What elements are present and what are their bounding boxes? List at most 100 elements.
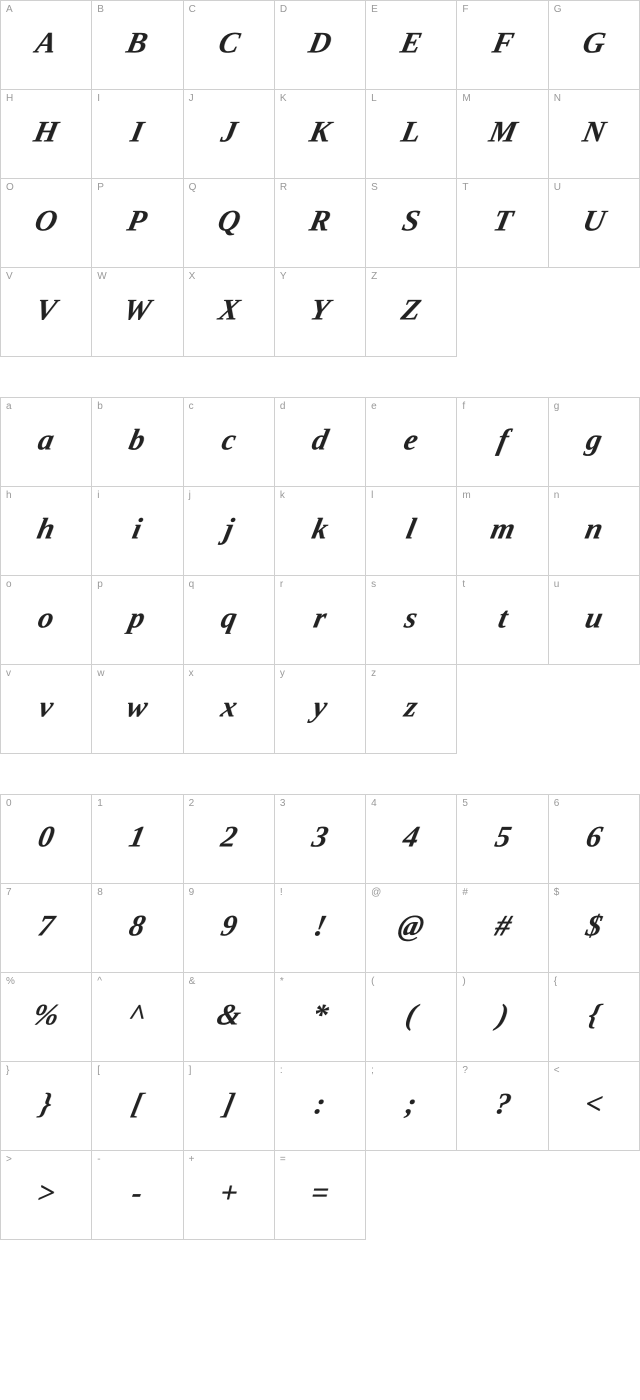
glyph-display: 1 [126, 820, 148, 854]
glyph-display: } [37, 1087, 55, 1121]
glyph-cell: PP [92, 179, 183, 268]
glyph-cell: 22 [184, 795, 275, 884]
glyph-cell: << [549, 1062, 640, 1151]
glyph-cell: -- [92, 1151, 183, 1240]
glyph-display: x [218, 690, 240, 724]
glyph-display: 4 [400, 820, 422, 854]
glyph-cell: (( [366, 973, 457, 1062]
glyph-cell: ^^ [92, 973, 183, 1062]
glyph-cell: DD [275, 1, 366, 90]
glyph-label: 6 [554, 798, 560, 809]
glyph-display: n [582, 512, 606, 546]
glyph-cell: JJ [184, 90, 275, 179]
glyph-cell: VV [1, 268, 92, 357]
glyph-cell: ll [366, 487, 457, 576]
glyph-label: ] [189, 1065, 192, 1076]
glyph-cell: vv [1, 665, 92, 754]
glyph-cell: ee [366, 398, 457, 487]
glyph-label: ? [462, 1065, 468, 1076]
glyph-cell: RR [275, 179, 366, 268]
glyph-display: K [306, 115, 333, 149]
glyph-cell: ww [92, 665, 183, 754]
glyph-label: ^ [97, 976, 102, 987]
glyph-cell: aa [1, 398, 92, 487]
glyph-label: f [462, 401, 465, 412]
glyph-cell: )) [457, 973, 548, 1062]
glyph-label: j [189, 490, 191, 501]
glyph-cell: OO [1, 179, 92, 268]
glyph-cell: 77 [1, 884, 92, 973]
glyph-cell: 66 [549, 795, 640, 884]
glyph-cell: YY [275, 268, 366, 357]
glyph-label: N [554, 93, 561, 104]
glyph-display: o [35, 601, 57, 635]
glyph-cell: oo [1, 576, 92, 665]
glyph-display: M [486, 115, 520, 149]
glyph-label: ( [371, 976, 374, 987]
glyph-label: e [371, 401, 377, 412]
glyph-display: * [309, 998, 331, 1032]
glyph-display: ^ [125, 998, 149, 1032]
glyph-cell: ?? [457, 1062, 548, 1151]
glyph-label: > [6, 1154, 12, 1165]
glyph-cell: KK [275, 90, 366, 179]
glyph-display: c [218, 423, 239, 457]
glyph-display: A [33, 26, 60, 60]
glyph-cell: bb [92, 398, 183, 487]
glyph-cell: 44 [366, 795, 457, 884]
glyph-label: 9 [189, 887, 195, 898]
glyph-cell: dd [275, 398, 366, 487]
glyph-label: T [462, 182, 468, 193]
glyph-cell: LL [366, 90, 457, 179]
glyph-label: [ [97, 1065, 100, 1076]
glyph-cell: XX [184, 268, 275, 357]
glyph-label: Q [189, 182, 197, 193]
glyph-label: { [554, 976, 557, 987]
glyph-display: G [579, 26, 608, 60]
glyph-label: g [554, 401, 560, 412]
glyph-display: 3 [309, 820, 331, 854]
glyph-cell: == [275, 1151, 366, 1240]
empty-cell [549, 268, 640, 356]
glyph-display: g [583, 423, 605, 457]
glyph-grid: 00112233445566778899!!@@##$$%%^^&&**(())… [0, 794, 640, 1240]
glyph-label: W [97, 271, 106, 282]
glyph-label: H [6, 93, 13, 104]
glyph-cell: FF [457, 1, 548, 90]
glyph-cell: BB [92, 1, 183, 90]
glyph-display: b [126, 423, 148, 457]
glyph-display: ) [494, 998, 511, 1032]
glyph-cell: $$ [549, 884, 640, 973]
glyph-display: f [494, 423, 511, 457]
glyph-display: T [490, 204, 516, 238]
glyph-display: @ [395, 909, 427, 943]
glyph-cell: @@ [366, 884, 457, 973]
glyph-cell: hh [1, 487, 92, 576]
glyph-display: 9 [218, 909, 240, 943]
glyph-cell: gg [549, 398, 640, 487]
empty-cell [549, 665, 640, 753]
glyph-label: c [189, 401, 194, 412]
glyph-display: < [582, 1087, 606, 1121]
glyph-cell: tt [457, 576, 548, 665]
glyph-cell: pp [92, 576, 183, 665]
glyph-label: O [6, 182, 14, 193]
glyph-label: X [189, 271, 196, 282]
glyph-cell: CC [184, 1, 275, 90]
glyph-cell: UU [549, 179, 640, 268]
empty-cell [549, 1151, 640, 1239]
glyph-display: l [403, 512, 419, 546]
glyph-label: 1 [97, 798, 103, 809]
glyph-display: y [310, 690, 331, 724]
glyph-display: D [306, 26, 335, 60]
glyph-cell: >> [1, 1151, 92, 1240]
glyph-display: = [308, 1176, 332, 1210]
glyph-display: X [215, 293, 242, 327]
glyph-cell: II [92, 90, 183, 179]
section-lowercase: aabbccddeeffgghhiijjkkllmmnnooppqqrrsstt… [0, 397, 640, 754]
glyph-label: B [97, 4, 104, 15]
glyph-display: J [218, 115, 240, 149]
glyph-cell: rr [275, 576, 366, 665]
glyph-display: ; [403, 1087, 420, 1121]
empty-cell [457, 268, 548, 356]
